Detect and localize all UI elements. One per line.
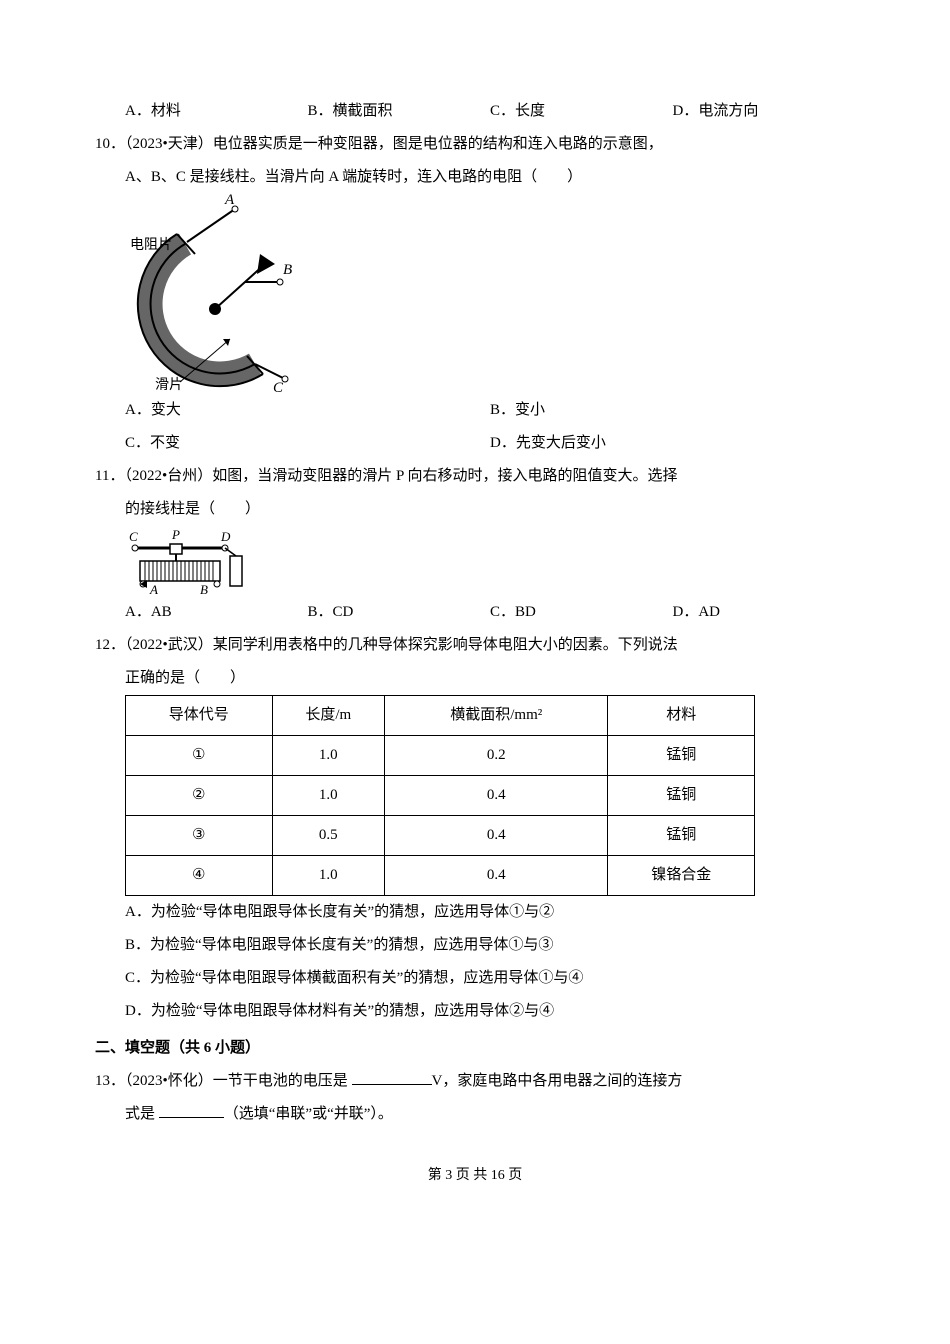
- q11-options: A．AB B．CD C．BD D．AD: [95, 596, 855, 629]
- q12-table: 导体代号 长度/m 横截面积/mm² 材料 ① 1.0 0.2 锰铜 ② 1.0…: [125, 695, 755, 896]
- q13-text-b: V，家庭电路中各用电器之间的连接方: [432, 1073, 683, 1089]
- q11-label-a: A: [149, 582, 158, 596]
- q12-stem: 12．（2022•武汉）某同学利用表格中的几种导体探究影响导体电阻大小的因素。下…: [95, 629, 855, 662]
- q10-stem-2: A、B、C 是接线柱。当滑片向 A 端旋转时，连入电路的电阻（ ）: [95, 161, 855, 194]
- q12-stem-text-1: （2022•武汉）某同学利用表格中的几种导体探究影响导体电阻大小的因素。下列说法: [125, 637, 678, 653]
- q13-stem-line2: 式是 （选填“串联”或“并联”）。: [95, 1098, 855, 1131]
- q11-stem-2: 的接线柱是（ ）: [95, 493, 855, 526]
- col-3: 材料: [608, 696, 755, 736]
- q11-label-d: D: [220, 529, 231, 544]
- q10-opt-a: A．变大: [125, 394, 490, 427]
- q10-label-slider: 滑片: [155, 376, 183, 393]
- q11-opt-d: D．AD: [673, 596, 856, 629]
- table-row: ③ 0.5 0.4 锰铜: [126, 816, 755, 856]
- q10-opt-c: C．不变: [125, 427, 490, 460]
- q13-text-a: （2023•怀化）一节干电池的电压是: [125, 1073, 352, 1089]
- q13-stem: 13．（2023•怀化）一节干电池的电压是 V，家庭电路中各用电器之间的连接方: [95, 1065, 855, 1098]
- q13-blank-2[interactable]: [159, 1103, 224, 1118]
- q11-opt-a: A．AB: [125, 596, 308, 629]
- q10-number: 10．: [95, 136, 125, 152]
- q12-options: A．为检验“导体电阻跟导体长度有关”的猜想，应选用导体①与② B．为检验“导体电…: [95, 896, 855, 1028]
- table-row: ① 1.0 0.2 锰铜: [126, 736, 755, 776]
- col-2: 横截面积/mm²: [385, 696, 608, 736]
- col-1: 长度/m: [272, 696, 385, 736]
- section-2-title: 二、填空题（共 6 小题）: [95, 1032, 855, 1065]
- q13-blank-1[interactable]: [352, 1070, 432, 1085]
- q10-label-b: B: [283, 262, 292, 278]
- q10-stem: 10．（2023•天津）电位器实质是一种变阻器，图是电位器的结构和连入电路的示意…: [95, 128, 855, 161]
- q12-opt-b: B．为检验“导体电阻跟导体长度有关”的猜想，应选用导体①与③: [125, 929, 855, 962]
- q10-label-c: C: [273, 380, 284, 394]
- q11-opt-c: C．BD: [490, 596, 673, 629]
- table-header-row: 导体代号 长度/m 横截面积/mm² 材料: [126, 696, 755, 736]
- q10-stem-text-1: （2023•天津）电位器实质是一种变阻器，图是电位器的结构和连入电路的示意图，: [125, 136, 663, 152]
- q12-stem-2: 正确的是（ ）: [95, 662, 855, 695]
- page-footer: 第 3 页 共 16 页: [95, 1161, 855, 1192]
- rheostat-diagram: C P D A B: [125, 526, 255, 596]
- table-row: ④ 1.0 0.4 镍铬合金: [126, 856, 755, 896]
- q11-opt-b: B．CD: [308, 596, 491, 629]
- q9-opt-c: C．长度: [490, 95, 673, 128]
- col-0: 导体代号: [126, 696, 273, 736]
- q11-label-p: P: [171, 527, 180, 542]
- q11-label-c: C: [129, 529, 138, 544]
- q11-stem-text-1: （2022•台州）如图，当滑动变阻器的滑片 P 向右移动时，接入电路的阻值变大。…: [124, 468, 677, 484]
- q9-options: A．材料 B．横截面积 C．长度 D．电流方向: [95, 95, 855, 128]
- q9-opt-d: D．电流方向: [673, 95, 856, 128]
- q11-stem: 11．（2022•台州）如图，当滑动变阻器的滑片 P 向右移动时，接入电路的阻值…: [95, 460, 855, 493]
- q10-label-a: A: [224, 194, 235, 208]
- q10-options: A．变大 B．变小 C．不变 D．先变大后变小: [95, 394, 855, 460]
- q13-text-d: （选填“串联”或“并联”）。: [224, 1106, 393, 1122]
- q12-opt-a: A．为检验“导体电阻跟导体长度有关”的猜想，应选用导体①与②: [125, 896, 855, 929]
- potentiometer-diagram: A B C 电阻片 滑片: [125, 194, 305, 394]
- q10-opt-d: D．先变大后变小: [490, 427, 855, 460]
- table-row: ② 1.0 0.4 锰铜: [126, 776, 755, 816]
- q13-text-c: 式是: [125, 1106, 159, 1122]
- q11-label-b: B: [200, 582, 208, 596]
- q12-opt-c: C．为检验“导体电阻跟导体横截面积有关”的猜想，应选用导体①与④: [125, 962, 855, 995]
- q10-figure: A B C 电阻片 滑片: [95, 194, 855, 394]
- q12-number: 12．: [95, 637, 125, 653]
- q10-label-resistor: 电阻片: [130, 237, 172, 253]
- q11-figure: C P D A B: [95, 526, 855, 596]
- q13-number: 13．: [95, 1073, 125, 1089]
- q9-opt-b: B．横截面积: [308, 95, 491, 128]
- q11-number: 11．: [95, 468, 124, 484]
- q9-opt-a: A．材料: [125, 95, 308, 128]
- q10-opt-b: B．变小: [490, 394, 855, 427]
- q12-opt-d: D．为检验“导体电阻跟导体材料有关”的猜想，应选用导体②与④: [125, 995, 855, 1028]
